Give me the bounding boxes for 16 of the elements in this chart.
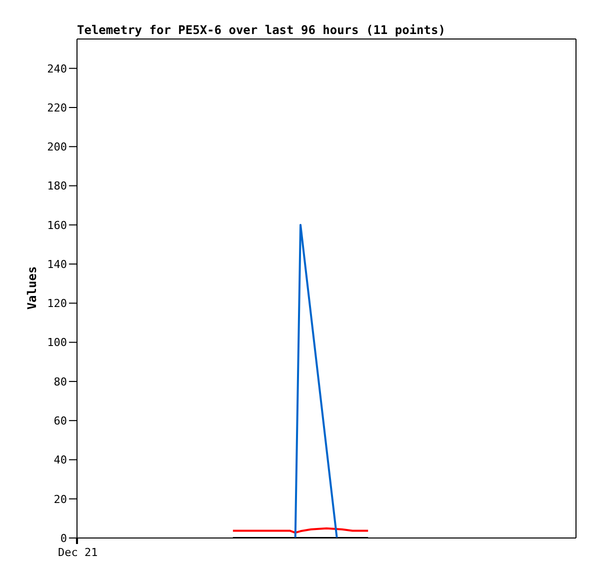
text: Dec 21 (58, 546, 98, 559)
y-tick-label: 140 (47, 258, 67, 271)
y-tick-label: 180 (47, 180, 67, 193)
y-tick-label: 40 (54, 454, 67, 467)
y-tick-label: 20 (54, 492, 67, 506)
y-tick-label: 200 (47, 140, 67, 154)
y-tick-label: 60 (54, 414, 67, 428)
y-tick-label: 160 (47, 218, 67, 232)
y-tick-label: 80 (54, 375, 67, 388)
chart-title: Telemetry for PE5X-6 over last 96 hours (11 points) (77, 23, 446, 37)
y-tick-label: 240 (47, 62, 67, 76)
y-tick-label: 120 (47, 297, 67, 310)
y-tick-label: 100 (47, 336, 67, 350)
y-axis-title: Values (25, 266, 39, 310)
y-tick-label: 220 (47, 101, 67, 114)
y-tick-label: 0 (60, 532, 67, 545)
